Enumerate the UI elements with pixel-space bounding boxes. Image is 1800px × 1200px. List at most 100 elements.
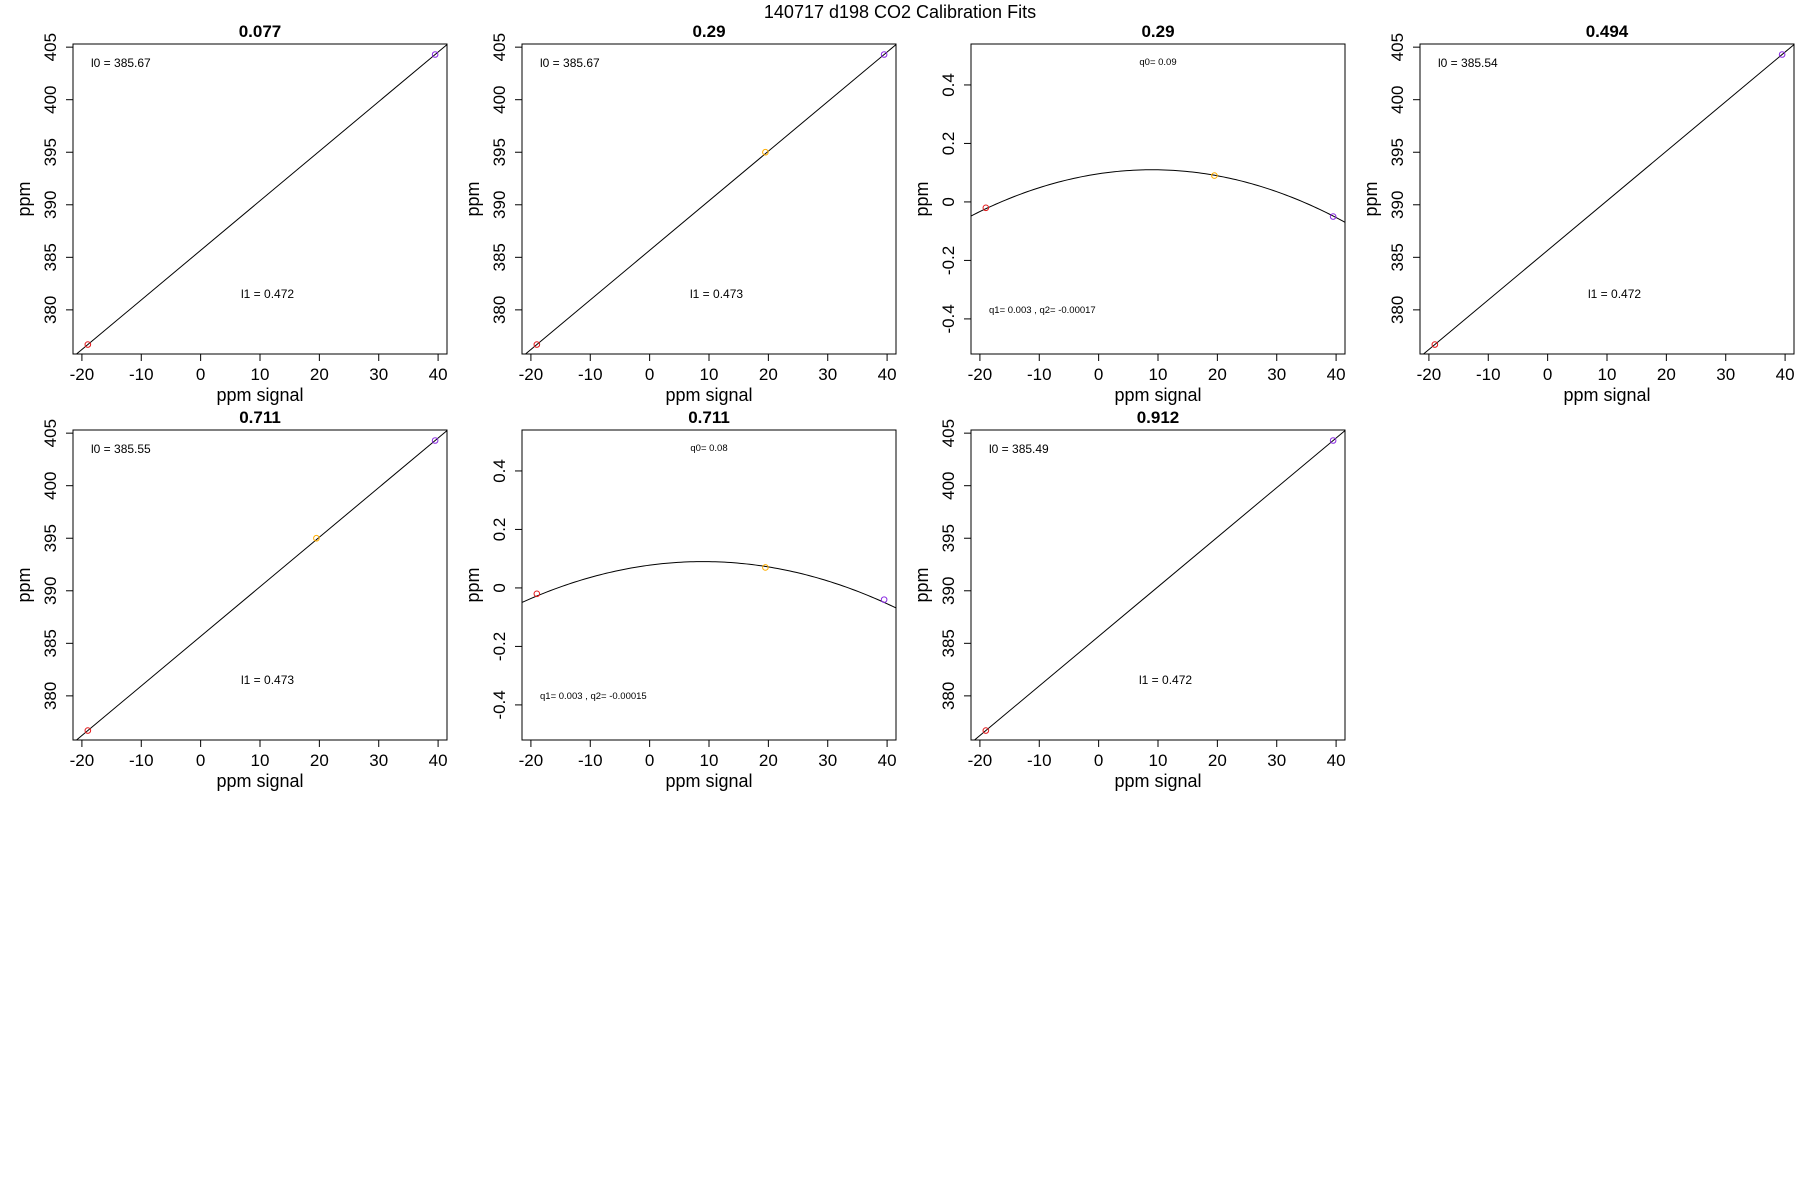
x-tick-label: 20 [759,365,778,384]
plot-frame [970,429,1346,741]
slope-annotation: l1 = 0.473 [690,287,743,301]
y-tick-label: -0.4 [490,690,509,719]
y-tick-label: 385 [939,629,958,657]
x-tick-label: -10 [1027,365,1052,384]
y-tick-label: 0.4 [490,459,509,483]
chart-panel: 0.077 -20 -10 0 10 20 30 40 380 385 390 395 400 405 pp… [14,22,448,405]
x-tick-label: 40 [1776,365,1795,384]
panel-title: 0.29 [692,22,725,41]
y-tick-label: 395 [41,138,60,166]
y-tick-label: 405 [41,419,60,447]
data-point [533,590,541,598]
data-point [313,534,320,542]
y-tick-label: 390 [41,577,60,605]
x-tick-label: 0 [1543,365,1552,384]
x-tick-label: 10 [700,751,719,770]
fit-line [524,44,896,354]
x-tick-label: -20 [70,751,95,770]
panel-title: 0.494 [1586,22,1629,41]
y-tick-label: 0 [939,197,958,206]
fit-group [973,430,1345,740]
x-tick-label: 10 [251,365,270,384]
fit-curve [522,561,896,609]
y-tick-label: 0 [490,583,509,592]
x-axis-label: ppm signal [1563,385,1650,405]
slope-annotation: l1 = 0.472 [1588,287,1641,301]
x-tick-label: 20 [759,751,778,770]
fit-group [75,44,447,354]
x-tick-label: 40 [429,751,448,770]
x-tick-label: 20 [1657,365,1676,384]
fit-line [75,430,447,740]
y-tick-label: 400 [939,472,958,500]
data-point [1329,437,1337,444]
slope-annotation: l1 = 0.472 [1139,673,1192,687]
y-tick-label: 400 [41,86,60,114]
y-tick-label: 405 [939,419,958,447]
x-tick-label: 20 [1208,751,1227,770]
y-tick-label: 380 [939,682,958,710]
y-tick-label: 390 [41,191,60,219]
x-tick-label: -10 [1027,751,1052,770]
x-tick-label: -20 [519,365,544,384]
x-axis-label: ppm signal [665,771,752,791]
y-axis-label: ppm [1361,181,1381,216]
data-point [982,727,990,734]
x-tick-label: -20 [968,751,993,770]
x-tick-label: -20 [519,751,544,770]
x-tick-label: 40 [1327,365,1346,384]
y-tick-label: 405 [1388,33,1407,61]
x-tick-label: 20 [1208,365,1227,384]
chart-panel: 0.494 -20 -10 0 10 20 30 40 380 385 390 395 400 405 pp… [1361,22,1795,405]
fit-curve [971,169,1345,223]
y-tick-label: 385 [490,243,509,271]
x-tick-label: -10 [578,365,603,384]
x-tick-label: 0 [196,751,205,770]
x-axis-label: ppm signal [665,385,752,405]
panel-title: 0.711 [239,408,281,427]
x-tick-label: 10 [1598,365,1617,384]
chart-panel: 0.711 -20 -10 0 10 20 30 40 -0.4 -0.2 0 0.2 0.4 ppm s… [463,408,897,791]
panel-title: 0.912 [1137,408,1180,427]
panel-title: 0.29 [1141,22,1174,41]
intercept-annotation: l0 = 385.55 [91,442,151,456]
y-tick-label: 405 [490,33,509,61]
x-tick-label: 40 [878,751,897,770]
x-tick-label: 30 [1267,751,1286,770]
data-point [533,341,541,348]
x-tick-label: 40 [1327,751,1346,770]
x-tick-label: 20 [310,365,329,384]
x-tick-label: 40 [878,365,897,384]
y-tick-label: 400 [1388,86,1407,114]
x-tick-label: 0 [1094,365,1103,384]
x-tick-label: 10 [251,751,270,770]
intercept-annotation: l0 = 385.67 [540,56,600,70]
y-tick-label: 400 [490,86,509,114]
intercept-annotation: l0 = 385.67 [91,56,151,70]
y-tick-label: 395 [1388,138,1407,166]
x-tick-label: 20 [310,751,329,770]
x-tick-label: 40 [429,365,448,384]
y-tick-label: 390 [1388,191,1407,219]
data-point [1211,172,1218,179]
chart-panel: 0.711 -20 -10 0 10 20 30 40 380 385 390 395 400 405 pp… [14,408,448,791]
y-tick-label: 385 [41,243,60,271]
q-coefficients-annotation: q1= 0.003 , q2= -0.00015 [540,691,647,702]
plot-frame [1419,43,1795,355]
fit-line [75,44,447,354]
x-axis-label: ppm signal [1114,385,1201,405]
panel-title: 0.711 [688,408,730,427]
x-tick-label: -20 [968,365,993,384]
y-axis-label: ppm [912,181,932,216]
data-point [880,51,888,58]
data-point [762,564,769,571]
y-tick-label: 0.2 [490,518,509,542]
panels-group: 0.077-20 -10 0 10 20 30 40380385390395400405pp… [14,22,1795,791]
q-coefficients-annotation: q1= 0.003 , q2= -0.00017 [989,305,1096,316]
fit-group [522,561,896,609]
y-tick-label: 380 [41,296,60,324]
plot-frame [72,43,448,355]
data-point [982,204,990,212]
x-tick-label: -20 [1417,365,1442,384]
y-axis-label: ppm [912,567,932,602]
